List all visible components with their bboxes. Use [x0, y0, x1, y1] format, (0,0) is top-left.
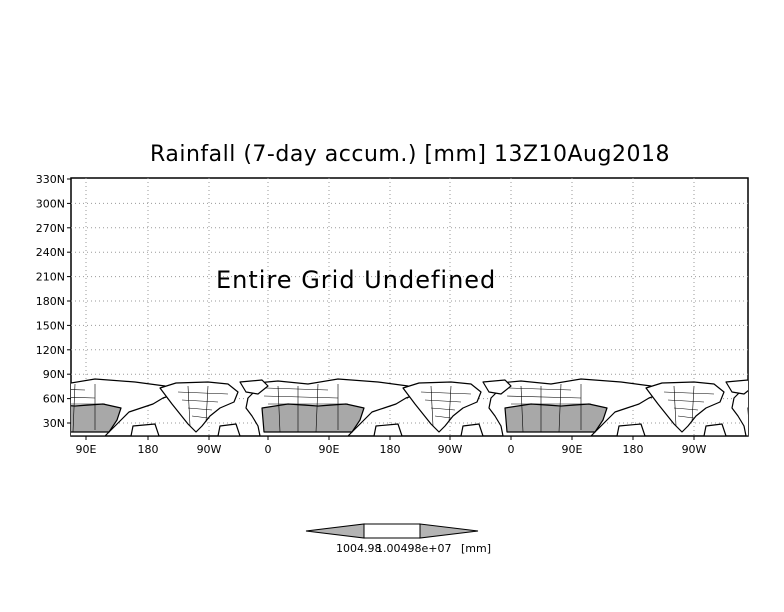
y-tick-label: 180N [36, 295, 65, 308]
y-tick-label: 270N [36, 222, 65, 235]
x-tick-label: 180 [623, 443, 644, 456]
x-tick-label: 180 [138, 443, 159, 456]
y-tick-label: 300N [36, 197, 65, 210]
colorbar-label: 1004.98 [336, 542, 382, 555]
map-title: Rainfall (7-day accum.) [mm] 13Z10Aug201… [150, 142, 670, 167]
colorbar-overlap-label: 1.00498e+07 [376, 542, 451, 555]
y-tick-label: 150N [36, 319, 65, 332]
x-tick-label: 180 [380, 443, 401, 456]
y-tick-label: 60N [43, 393, 65, 406]
y-tick-label: 330N [36, 173, 65, 186]
x-tick-label: 90W [438, 443, 463, 456]
colorbar-low-arrow [305, 523, 365, 539]
x-tick-label: 90E [319, 443, 340, 456]
continent-tile [71, 378, 176, 436]
colorbar: 1004.98 1.00498e+07 [mm] [305, 523, 491, 555]
y-tick-label: 30N [43, 417, 65, 430]
continent-tile [159, 378, 419, 436]
continent-tile [402, 378, 662, 436]
x-tick-label: 90E [76, 443, 97, 456]
y-tick-label: 210N [36, 271, 65, 284]
y-tick-label: 90N [43, 368, 65, 381]
x-tick-label: 0 [265, 443, 272, 456]
undefined-grid-message: Entire Grid Undefined [216, 266, 496, 294]
continent-tile [645, 379, 748, 436]
colorbar-units: [mm] [461, 542, 491, 555]
x-tick-label: 0 [508, 443, 515, 456]
colorbar-high-arrow [419, 523, 479, 539]
colorbar-box [363, 523, 421, 539]
coastlines [71, 378, 748, 436]
x-tick-label: 90W [197, 443, 222, 456]
x-axis: 90E 180 90W 0 90E 180 90W 0 90E 180 90W [76, 436, 707, 456]
x-tick-label: 90E [562, 443, 583, 456]
y-axis: 330N 300N 270N 240N 210N 180N 150N 120N 90N 60N 30… [36, 173, 71, 430]
x-tick-label: 90W [682, 443, 707, 456]
y-tick-label: 120N [36, 344, 65, 357]
y-tick-label: 240N [36, 246, 65, 259]
